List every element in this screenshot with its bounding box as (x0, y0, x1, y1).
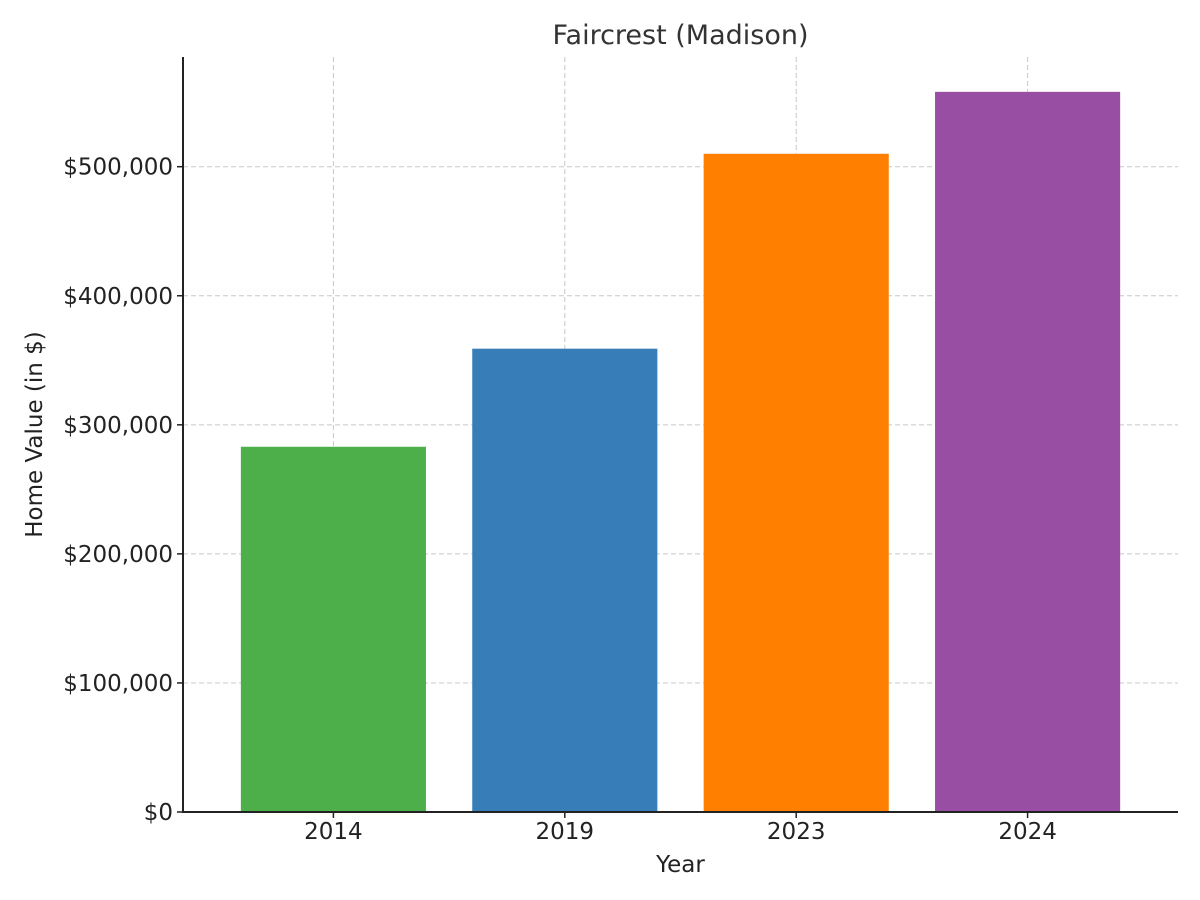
axes (182, 57, 1178, 813)
x-tick-label: 2024 (998, 819, 1057, 845)
y-tick-label: $200,000 (63, 542, 173, 568)
bar-2014 (240, 446, 426, 812)
x-tick-label: 2019 (536, 819, 595, 845)
bar-2024 (935, 91, 1121, 813)
y-tick-labels: $0 $100,000 $200,000 $300,000 $400,000 $500,0… (63, 155, 183, 826)
y-tick-label: $300,000 (63, 413, 173, 439)
y-tick-label: $400,000 (63, 284, 173, 310)
bar-2019 (472, 348, 658, 812)
y-axis-label: Home Value (in $) (22, 331, 48, 538)
x-tick-label: 2023 (767, 819, 826, 845)
y-tick-label: $0 (144, 800, 173, 826)
y-tick-label: $100,000 (63, 671, 173, 697)
chart-title: Faircrest (Madison) (552, 20, 808, 51)
x-tick-labels: 2014 2019 2023 2024 (304, 812, 1057, 845)
x-axis-label: Year (655, 852, 705, 878)
bar-2023 (703, 153, 889, 813)
x-tick-label: 2014 (304, 819, 363, 845)
bars (240, 91, 1121, 813)
y-tick-label: $500,000 (63, 155, 173, 181)
